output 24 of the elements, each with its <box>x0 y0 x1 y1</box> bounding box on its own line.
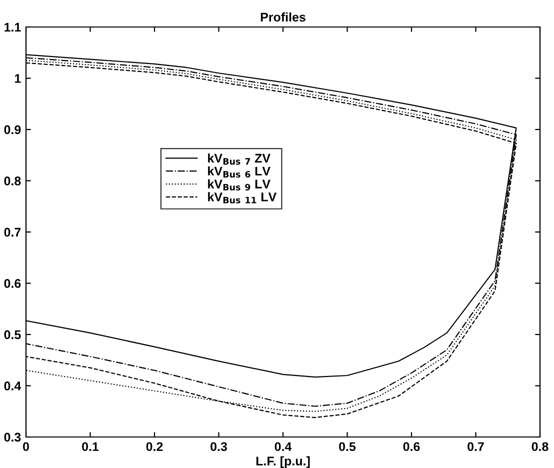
x-tick-label: 0.5 <box>339 442 356 452</box>
legend-label: kV$_{Bus 9}$ LV <box>208 179 270 190</box>
y-tick-label: 0.7 <box>4 228 21 237</box>
x-tick-label: 0.6 <box>403 442 420 452</box>
y-tick-label: 0.8 <box>4 176 21 186</box>
y-tick-label: 0.5 <box>4 330 21 340</box>
x-axis-title: L.F. [p.u.] <box>256 456 310 468</box>
x-tick-label: 0 <box>23 442 29 452</box>
y-tick-label: 0.9 <box>4 125 21 134</box>
y-tick-label: 0.4 <box>4 382 22 390</box>
x-tick-label: 0.2 <box>146 442 163 452</box>
y-tick-label: 1.1 <box>4 22 21 32</box>
y-tick-label: 0.6 <box>4 279 21 288</box>
y-tick-label: 0.3 <box>4 432 21 442</box>
x-tick-label: 0.8 <box>532 442 548 452</box>
legend-label: kV$_{Bus 11}$ LV <box>208 192 277 204</box>
chart-title: Profiles <box>260 12 306 22</box>
x-tick-label: 0.1 <box>82 442 99 452</box>
x-tick-label: 0.7 <box>468 442 484 452</box>
y-tick-label: 1 <box>14 74 21 83</box>
legend-label: kV$_{Bus 6}$ LV <box>208 166 270 178</box>
x-tick-label: 0.3 <box>210 442 227 452</box>
x-tick-label: 0.4 <box>274 442 292 452</box>
legend-label: kV$_{Bus 7}$ ZV <box>208 153 270 165</box>
